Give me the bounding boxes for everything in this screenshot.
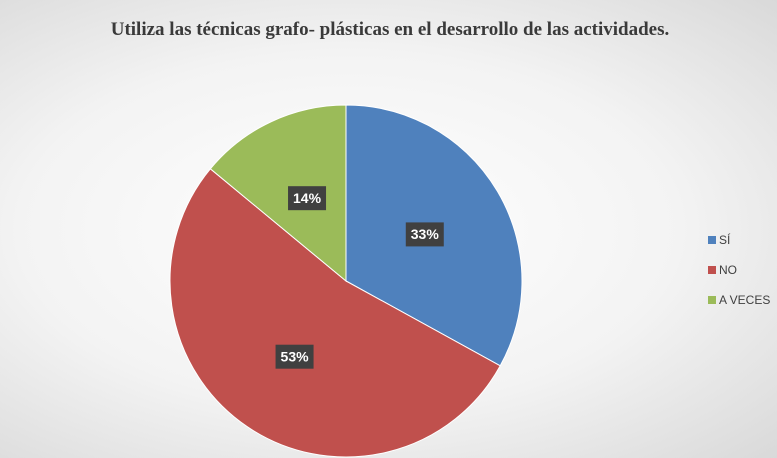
legend-swatch [708, 266, 716, 274]
data-label-box [275, 344, 314, 369]
legend-label: NO [719, 263, 737, 277]
legend-swatch [708, 236, 716, 244]
data-label: 33% [405, 222, 444, 247]
data-label-text: 53% [281, 348, 310, 364]
chart-title: Utiliza las técnicas grafo- plásticas en… [110, 19, 670, 40]
pie-slice [169, 168, 501, 458]
pie-slice [209, 104, 347, 283]
data-label-box [405, 222, 444, 247]
data-label-text: 33% [411, 226, 440, 242]
legend-label: A VECES [719, 293, 770, 307]
legend-label: SÍ [719, 232, 731, 247]
data-label-text: 14% [293, 190, 322, 206]
data-label-box [288, 186, 327, 211]
data-label: 14% [288, 186, 327, 211]
legend-swatch [708, 296, 716, 304]
data-label: 53% [275, 344, 314, 369]
